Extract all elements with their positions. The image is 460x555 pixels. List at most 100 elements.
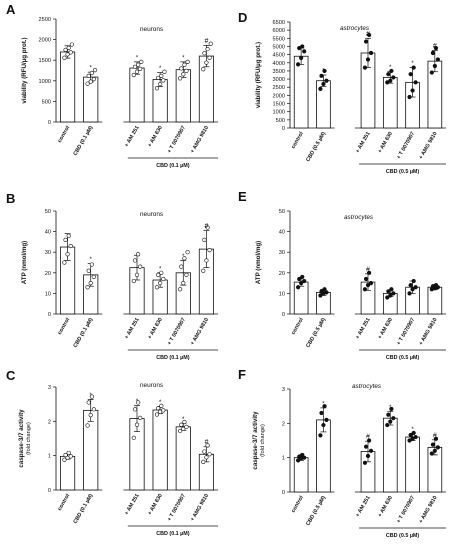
data-point: [162, 69, 167, 74]
panel-letter: C: [6, 368, 16, 383]
x-category-label: + AMG 9810: [190, 125, 210, 154]
data-point: [300, 44, 305, 49]
bar: [175, 426, 191, 491]
data-point: [207, 248, 212, 253]
bar: [427, 286, 443, 315]
data-point: [322, 404, 327, 409]
data-point: [413, 434, 418, 440]
data-point: [66, 233, 71, 238]
bar: [405, 436, 420, 493]
y-tick-label: 40: [45, 230, 51, 236]
data-point: [202, 449, 207, 454]
data-point: [322, 287, 327, 292]
data-point: [204, 258, 209, 263]
bar: [382, 77, 398, 129]
data-point: [181, 281, 186, 286]
data-point: [132, 64, 138, 69]
y-axis-label: ATP (nmol/mg): [21, 241, 28, 284]
x-category-label: + T 0070907: [396, 317, 416, 346]
data-point: [296, 458, 301, 463]
data-point: [389, 68, 394, 74]
x-category-label: control: [291, 131, 306, 150]
significance-mark: *: [90, 257, 93, 263]
data-point: [429, 70, 434, 75]
y-tick-label: 10: [45, 291, 51, 297]
data-point: [91, 274, 96, 280]
y-axis-label: ATP (nmol/mg): [255, 241, 262, 284]
data-point: [391, 75, 396, 80]
y-tick-label: 30: [279, 250, 285, 256]
data-point: [432, 448, 437, 453]
x-category-label: + AM 251: [124, 493, 141, 516]
significance-mark: *: [182, 254, 185, 260]
data-point: [63, 47, 68, 53]
data-point: [363, 39, 369, 44]
data-point: [365, 57, 371, 62]
panel-b: B 0 10 20 30 40 50 ATP (nmol/mg) neurons control *…: [6, 191, 218, 361]
y-tick-label: 2500: [39, 17, 51, 23]
data-point: [138, 66, 143, 71]
data-point: [185, 250, 190, 255]
data-point: [184, 424, 189, 429]
data-point: [178, 428, 183, 434]
data-point: [91, 77, 96, 82]
data-point: [410, 436, 415, 441]
x-category-label: + AM 630: [377, 131, 394, 154]
data-point: [362, 65, 368, 70]
data-point: [178, 287, 183, 292]
data-point: [201, 268, 206, 273]
data-point: [365, 453, 371, 459]
x-category-label: CBD (0.5 µM): [305, 317, 327, 349]
x-category-label: + T 0070907: [167, 125, 187, 154]
data-point: [159, 270, 164, 275]
significance-mark: #: [366, 31, 370, 38]
data-point: [184, 272, 189, 277]
y-tick-label: 6500: [273, 20, 285, 26]
data-point: [179, 422, 184, 427]
data-point: [302, 455, 307, 460]
y-tick-label: 50: [45, 209, 51, 215]
data-point: [89, 262, 94, 267]
data-point: [138, 415, 143, 421]
data-point: [182, 62, 187, 67]
panel-d: D 0 500 1000 1500 2000 2500 3000 3500 4000 4500 500…: [238, 10, 446, 175]
x-category-label: + AM 630: [147, 125, 164, 148]
significance-mark: *: [389, 65, 392, 71]
data-point: [86, 268, 91, 273]
data-point: [131, 278, 136, 284]
y-tick-label: 20: [279, 271, 285, 277]
data-point: [92, 67, 98, 73]
significance-mark: *: [90, 66, 93, 72]
data-point: [296, 62, 301, 67]
y-axis-label: viability (RFU/µg prot.): [255, 42, 262, 108]
data-point: [63, 237, 68, 242]
significance-mark: *: [411, 61, 414, 67]
x-category-label: CBD (0.1 µM): [73, 493, 95, 525]
y-tick-label: 0: [48, 120, 51, 126]
data-point: [63, 452, 68, 458]
data-point: [88, 413, 93, 418]
data-point: [181, 426, 186, 431]
data-point: [433, 45, 439, 51]
y-tick-label: 2: [282, 421, 285, 427]
x-category-label: + AM 630: [377, 495, 394, 518]
x-category-label: control: [57, 125, 72, 144]
data-point: [319, 73, 324, 78]
y-axis-label: caspase-3/7 activity: [18, 409, 25, 468]
y-tick-label: 0: [282, 126, 285, 132]
y-tick-label: 50: [279, 209, 285, 215]
x-category-label: control: [57, 317, 72, 336]
data-point: [388, 78, 393, 83]
significance-mark: *: [411, 427, 414, 433]
group-label: CBD (0.1 µM): [156, 531, 190, 537]
data-point: [156, 75, 161, 81]
panel-title: neurons: [140, 211, 163, 218]
y-tick-label: 500: [276, 118, 285, 124]
panel-title: neurons: [140, 382, 163, 389]
y-tick-label: 3: [48, 385, 51, 391]
data-point: [386, 289, 391, 294]
data-point: [411, 278, 416, 284]
x-category-label: CBD (0.5 µM): [305, 131, 327, 163]
